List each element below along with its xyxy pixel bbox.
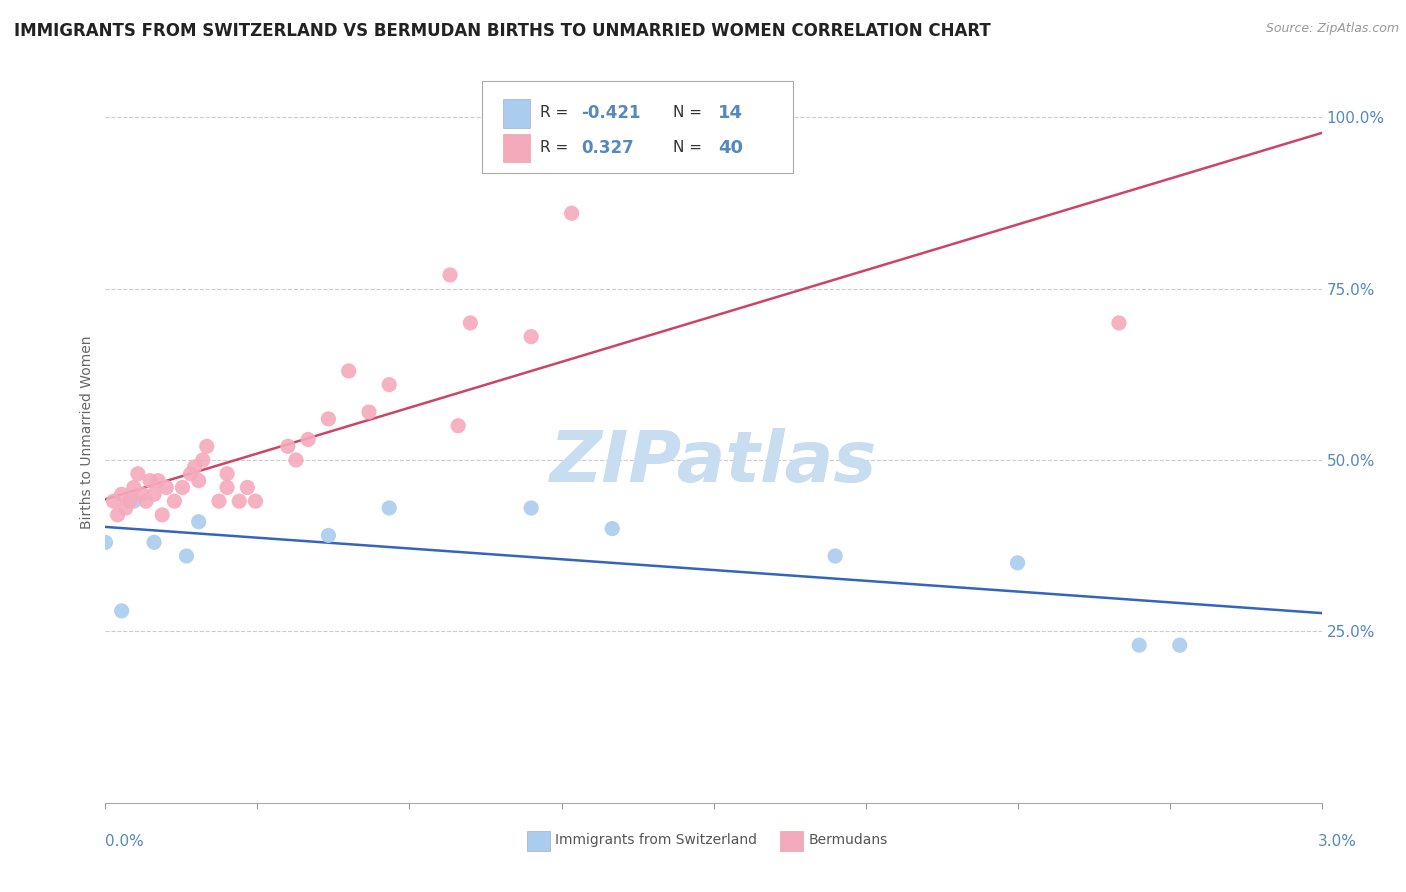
Point	[277, 439, 299, 453]
Point	[337, 364, 360, 378]
Point	[1007, 556, 1029, 570]
Point	[520, 501, 543, 516]
Point	[600, 522, 623, 536]
Point	[215, 467, 238, 481]
Point	[1168, 638, 1191, 652]
Point	[135, 494, 157, 508]
Text: N =: N =	[673, 140, 707, 155]
Text: N =: N =	[673, 105, 707, 120]
Point	[122, 480, 145, 494]
Point	[297, 433, 319, 447]
Text: R =: R =	[540, 105, 572, 120]
Point	[378, 501, 401, 516]
Point	[285, 453, 308, 467]
Point	[458, 316, 481, 330]
Point	[561, 206, 583, 220]
Point	[187, 515, 209, 529]
Point	[215, 480, 238, 494]
Point	[139, 474, 162, 488]
Point	[146, 474, 169, 488]
Text: 0.327: 0.327	[581, 138, 634, 157]
Point	[127, 467, 149, 481]
Point	[111, 604, 134, 618]
Text: Bermudans: Bermudans	[808, 833, 887, 847]
Point	[228, 494, 250, 508]
Text: 3.0%: 3.0%	[1317, 834, 1357, 849]
Text: Immigrants from Switzerland: Immigrants from Switzerland	[555, 833, 758, 847]
Point	[378, 377, 401, 392]
Point	[114, 501, 136, 516]
Point	[155, 480, 177, 494]
Point	[150, 508, 173, 522]
Point	[187, 474, 209, 488]
Point	[236, 480, 259, 494]
Point	[111, 487, 134, 501]
Point	[1108, 316, 1130, 330]
Point	[107, 508, 129, 522]
Bar	[503, 135, 530, 162]
Y-axis label: Births to Unmarried Women: Births to Unmarried Women	[80, 336, 94, 529]
FancyBboxPatch shape	[482, 81, 793, 173]
Text: Source: ZipAtlas.com: Source: ZipAtlas.com	[1265, 22, 1399, 36]
Text: 14: 14	[718, 103, 744, 122]
Point	[208, 494, 231, 508]
Point	[176, 549, 198, 563]
Point	[439, 268, 461, 282]
Point	[191, 453, 214, 467]
Point	[183, 459, 205, 474]
Text: 40: 40	[718, 138, 744, 157]
Text: IMMIGRANTS FROM SWITZERLAND VS BERMUDAN BIRTHS TO UNMARRIED WOMEN CORRELATION CH: IMMIGRANTS FROM SWITZERLAND VS BERMUDAN …	[14, 22, 991, 40]
Point	[824, 549, 846, 563]
Point	[143, 487, 166, 501]
Point	[103, 494, 125, 508]
Point	[143, 535, 166, 549]
Point	[447, 418, 470, 433]
Point	[94, 535, 117, 549]
Point	[131, 487, 153, 501]
Text: -0.421: -0.421	[581, 103, 641, 122]
Text: R =: R =	[540, 140, 572, 155]
Point	[520, 329, 543, 343]
Point	[318, 528, 340, 542]
Point	[245, 494, 267, 508]
Text: ZIPatlas: ZIPatlas	[550, 428, 877, 497]
Point	[118, 494, 141, 508]
Bar	[503, 99, 530, 128]
Point	[195, 439, 218, 453]
Point	[163, 494, 186, 508]
Point	[357, 405, 380, 419]
Point	[172, 480, 194, 494]
Point	[122, 494, 145, 508]
Point	[1128, 638, 1150, 652]
Point	[180, 467, 202, 481]
Point	[318, 412, 340, 426]
Text: 0.0%: 0.0%	[105, 834, 145, 849]
